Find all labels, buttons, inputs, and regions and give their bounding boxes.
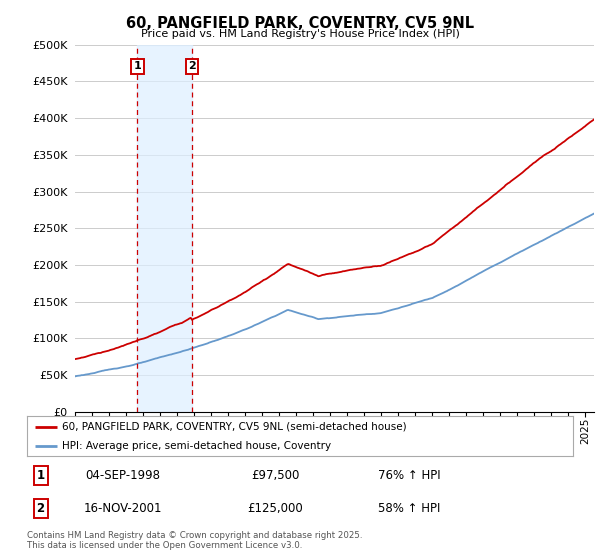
Text: 76% ↑ HPI: 76% ↑ HPI [378, 469, 440, 482]
Text: 1: 1 [134, 61, 142, 71]
Text: 04-SEP-1998: 04-SEP-1998 [85, 469, 160, 482]
Text: £125,000: £125,000 [248, 502, 304, 515]
Text: HPI: Average price, semi-detached house, Coventry: HPI: Average price, semi-detached house,… [62, 441, 332, 450]
Bar [137, 45, 192, 412]
Text: 2: 2 [37, 502, 45, 515]
Text: Price paid vs. HM Land Registry's House Price Index (HPI): Price paid vs. HM Land Registry's House … [140, 29, 460, 39]
Text: Contains HM Land Registry data © Crown copyright and database right 2025.
This d: Contains HM Land Registry data © Crown c… [27, 531, 362, 550]
Text: 58% ↑ HPI: 58% ↑ HPI [378, 502, 440, 515]
Text: 2: 2 [188, 61, 196, 71]
Text: 1: 1 [37, 469, 45, 482]
Text: 60, PANGFIELD PARK, COVENTRY, CV5 9NL: 60, PANGFIELD PARK, COVENTRY, CV5 9NL [126, 16, 474, 31]
Text: £97,500: £97,500 [251, 469, 299, 482]
Text: 60, PANGFIELD PARK, COVENTRY, CV5 9NL (semi-detached house): 60, PANGFIELD PARK, COVENTRY, CV5 9NL (s… [62, 422, 407, 432]
Text: 16-NOV-2001: 16-NOV-2001 [83, 502, 162, 515]
